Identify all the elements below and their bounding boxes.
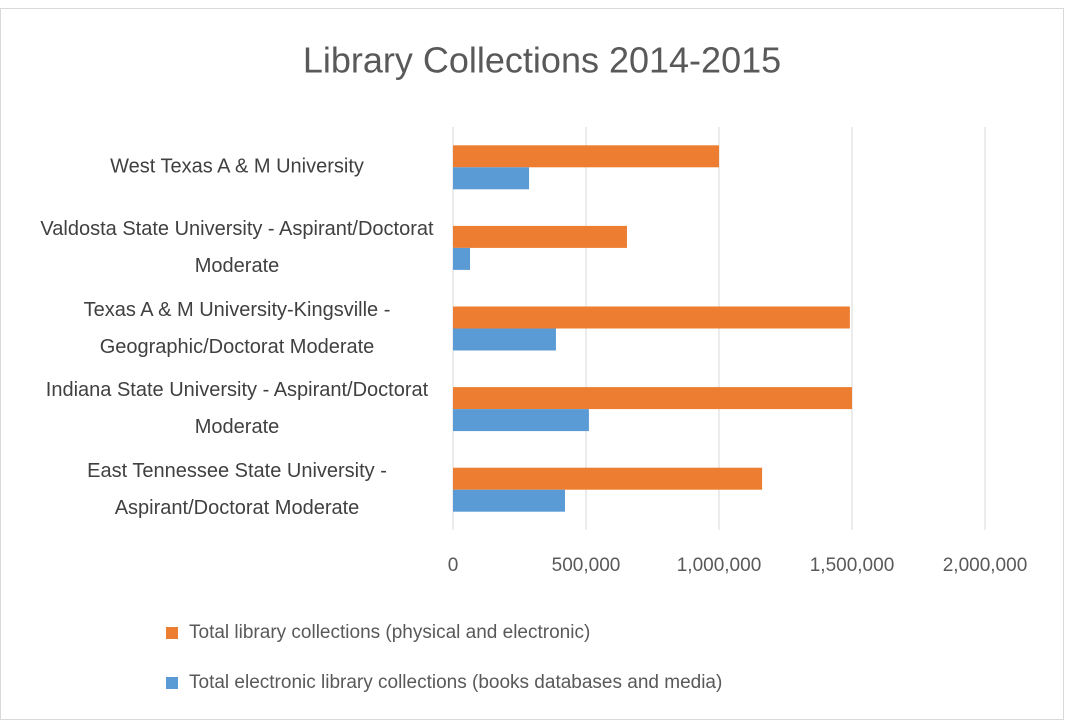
- x-tick-label: 0: [448, 555, 459, 576]
- x-tick-label: 1,500,000: [810, 555, 895, 576]
- chart-border: [0, 8, 1064, 720]
- y-tick-label: West Texas A & M University: [110, 155, 364, 178]
- x-tick-label: 1,000,000: [677, 555, 762, 576]
- chart-title: Library Collections 2014-2015: [303, 40, 781, 81]
- bar: [453, 489, 565, 512]
- y-tick-label: Valdosta State University - Aspirant/Doc…: [40, 217, 434, 277]
- legend-swatch: [166, 627, 178, 639]
- legend-label: Total electronic library collections (bo…: [189, 672, 722, 693]
- bar: [453, 225, 627, 248]
- x-tick-label: 2,000,000: [943, 555, 1028, 576]
- y-tick-label: Indiana State University - Aspirant/Doct…: [45, 379, 429, 439]
- y-tick-label: East Tennessee State University - Aspira…: [87, 459, 387, 519]
- bar: [453, 467, 763, 490]
- legend-label: Total library collections (physical and …: [189, 622, 590, 643]
- x-tick-label: 500,000: [552, 555, 621, 576]
- legend-swatch: [166, 677, 178, 689]
- bar: [453, 387, 852, 410]
- bar: [453, 409, 589, 432]
- bar: [453, 247, 471, 270]
- bar: [453, 306, 850, 329]
- bar: [453, 145, 719, 168]
- y-tick-label: Texas A & M University-Kingsville - Geog…: [83, 298, 391, 358]
- bar: [453, 167, 530, 190]
- bar: [453, 328, 556, 351]
